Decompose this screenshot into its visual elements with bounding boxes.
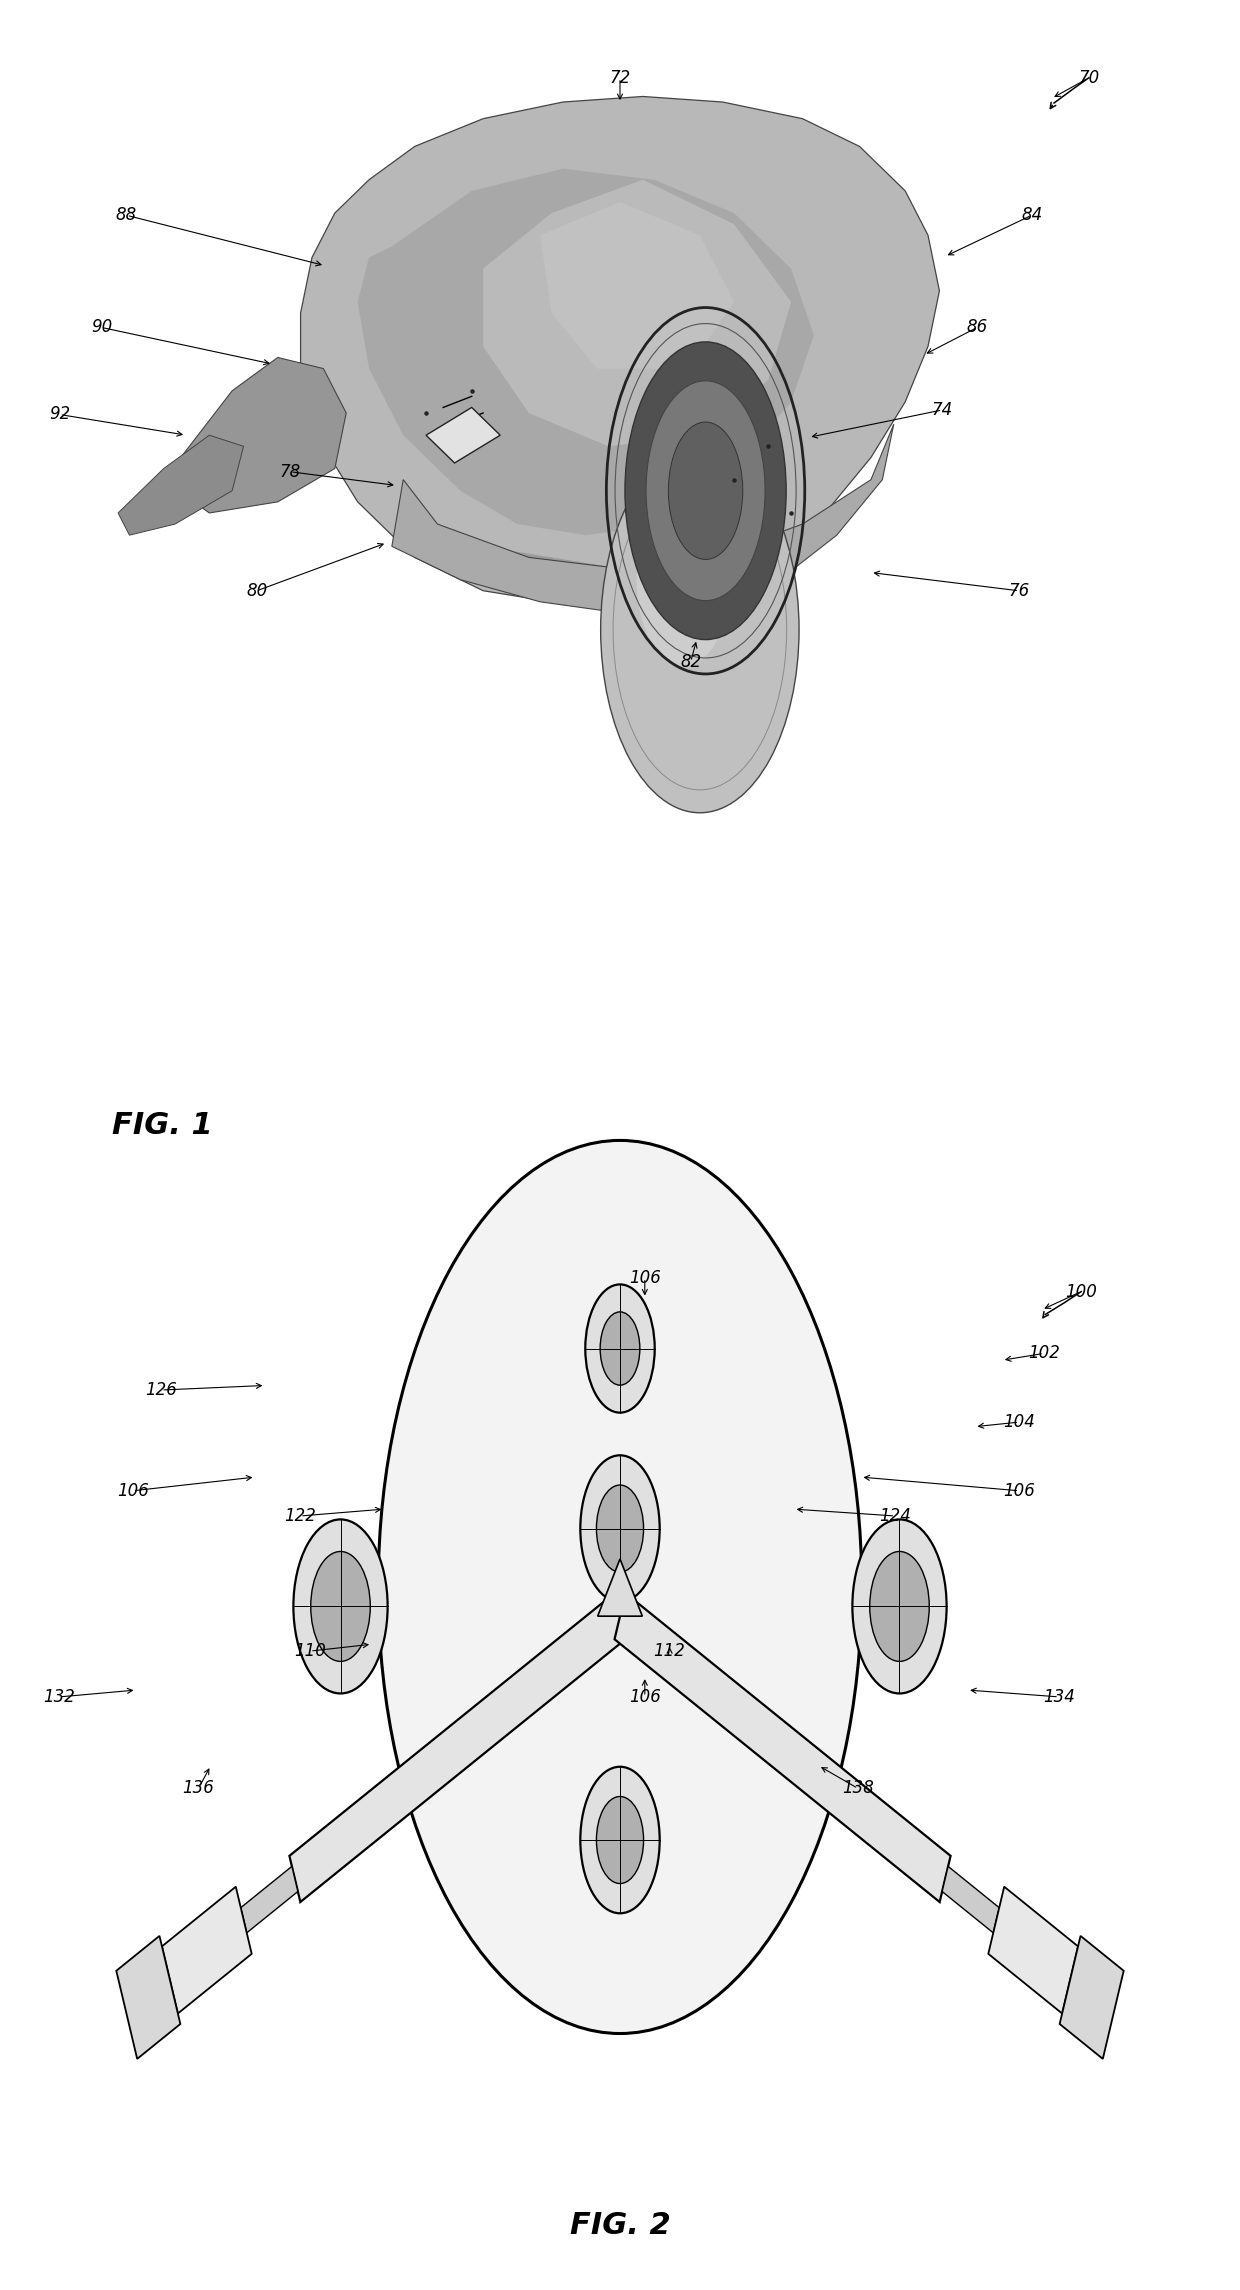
Circle shape	[596, 1795, 644, 1882]
Text: 110: 110	[294, 1642, 326, 1660]
Circle shape	[585, 1285, 655, 1413]
Circle shape	[600, 1312, 640, 1385]
Polygon shape	[300, 96, 940, 602]
Polygon shape	[118, 435, 243, 536]
Polygon shape	[484, 179, 791, 447]
Text: 112: 112	[653, 1642, 686, 1660]
Circle shape	[668, 421, 743, 559]
Polygon shape	[289, 1594, 625, 1903]
Text: 84: 84	[1021, 206, 1043, 224]
Polygon shape	[449, 547, 791, 591]
Text: 136: 136	[182, 1779, 215, 1798]
Polygon shape	[164, 357, 346, 513]
Circle shape	[580, 1456, 660, 1603]
Text: 106: 106	[1003, 1482, 1035, 1500]
Circle shape	[625, 341, 786, 639]
Circle shape	[580, 1768, 660, 1912]
Text: 134: 134	[1043, 1688, 1075, 1706]
Text: 90: 90	[91, 318, 113, 337]
Text: FIG. 2: FIG. 2	[569, 2210, 671, 2240]
Text: 126: 126	[145, 1381, 177, 1399]
Text: FIG. 1: FIG. 1	[112, 1111, 212, 1140]
Circle shape	[636, 492, 730, 666]
Text: 106: 106	[629, 1688, 661, 1706]
Polygon shape	[988, 1887, 1078, 2013]
Text: 124: 124	[879, 1507, 911, 1525]
Polygon shape	[392, 424, 894, 614]
Text: 106: 106	[117, 1482, 149, 1500]
Text: 102: 102	[1028, 1344, 1060, 1363]
Circle shape	[869, 1553, 929, 1663]
Text: 78: 78	[279, 463, 301, 481]
Text: 104: 104	[1003, 1413, 1035, 1431]
Text: 82: 82	[680, 653, 702, 671]
Text: 138: 138	[842, 1779, 874, 1798]
Polygon shape	[1060, 1935, 1123, 2059]
Circle shape	[852, 1521, 946, 1695]
Polygon shape	[117, 1935, 180, 2059]
Polygon shape	[241, 1866, 298, 1933]
Text: 76: 76	[1008, 582, 1030, 600]
Text: 74: 74	[931, 401, 954, 419]
Circle shape	[646, 380, 765, 600]
Polygon shape	[427, 408, 500, 463]
Circle shape	[378, 1140, 862, 2034]
Text: 80: 80	[246, 582, 268, 600]
Text: 72: 72	[609, 69, 631, 87]
Text: 70: 70	[1078, 69, 1100, 87]
Text: 122: 122	[284, 1507, 316, 1525]
Polygon shape	[541, 202, 734, 369]
Polygon shape	[615, 1594, 951, 1903]
Text: 106: 106	[629, 1269, 661, 1287]
Text: 86: 86	[966, 318, 988, 337]
Circle shape	[294, 1521, 388, 1695]
Circle shape	[596, 1484, 644, 1571]
Polygon shape	[357, 169, 813, 536]
Circle shape	[600, 447, 799, 813]
Text: 88: 88	[115, 206, 138, 224]
Polygon shape	[942, 1866, 999, 1933]
Polygon shape	[598, 1559, 642, 1617]
Text: 92: 92	[48, 405, 71, 424]
Text: 132: 132	[43, 1688, 76, 1706]
Polygon shape	[162, 1887, 252, 2013]
Text: 100: 100	[1065, 1282, 1097, 1301]
Circle shape	[311, 1553, 371, 1663]
